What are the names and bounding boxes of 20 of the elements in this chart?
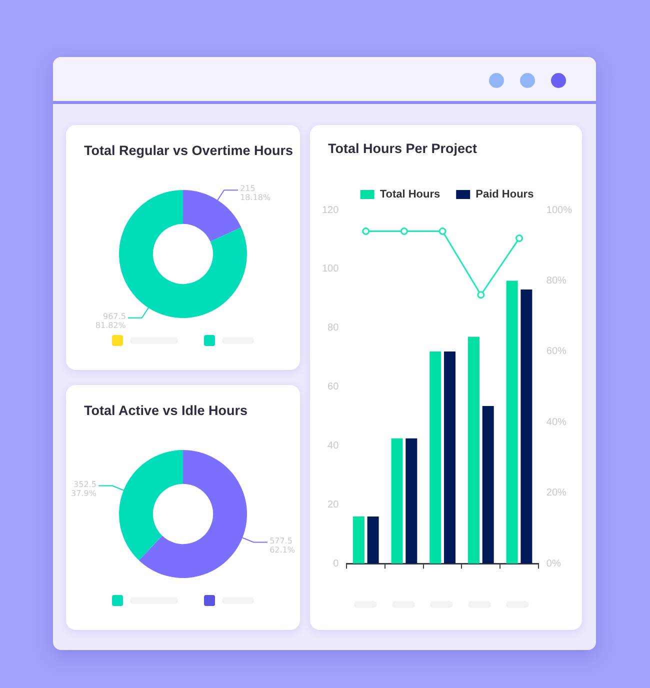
- bar: [520, 290, 532, 564]
- bar: [482, 406, 494, 564]
- point: [477, 291, 485, 299]
- bar: [506, 280, 518, 564]
- point: [362, 227, 370, 235]
- chart-title: Total Active vs Idle Hours: [84, 403, 248, 418]
- point: [438, 227, 446, 235]
- bar: [352, 516, 364, 564]
- point: [400, 227, 408, 235]
- legend-label: Paid Hours: [476, 188, 534, 201]
- legend-label: Total Hours: [380, 188, 440, 201]
- chart-title: Total Hours Per Project: [328, 141, 478, 156]
- chart-title: Total Regular vs Overtime Hours: [84, 143, 294, 158]
- bar: [430, 351, 442, 564]
- bar: [468, 336, 480, 564]
- point: [516, 234, 523, 242]
- bar: [391, 438, 403, 564]
- bar: [406, 438, 418, 564]
- bar: [367, 516, 379, 564]
- bar: [444, 351, 456, 564]
